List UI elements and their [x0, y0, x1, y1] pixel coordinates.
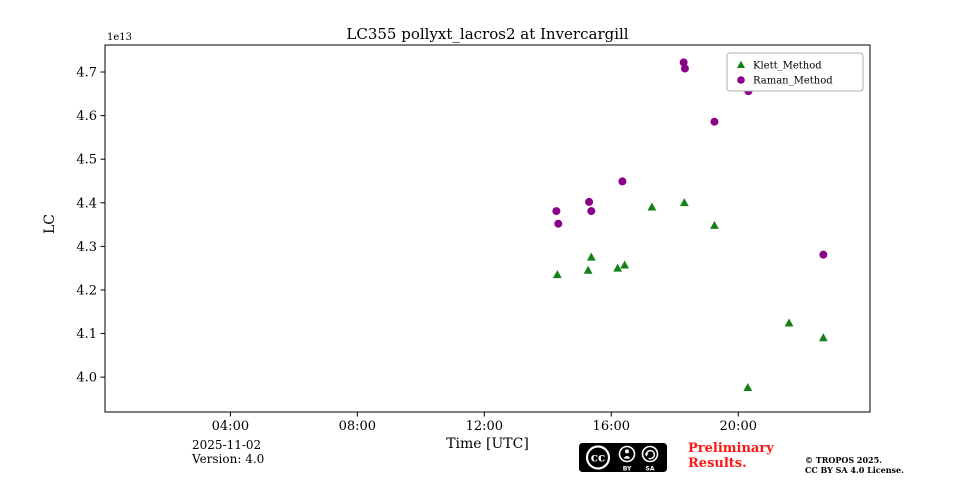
data-point [680, 64, 689, 73]
data-point [587, 207, 596, 216]
by-label: BY [623, 466, 632, 473]
y-tick-label: 4.0 [76, 371, 97, 386]
chart-title: LC355 pollyxt_lacros2 at Invercargill [346, 25, 629, 43]
data-point [586, 252, 596, 261]
by-person-icon [618, 445, 636, 463]
sa-arrow-icon [641, 445, 659, 463]
y-axis-offset-text: 1e13 [107, 32, 133, 43]
license-line1: © TROPOS 2025. [805, 455, 882, 465]
data-point [819, 250, 828, 259]
license-line2: CC BY SA 4.0 License. [805, 465, 904, 475]
x-tick-label: 04:00 [212, 419, 249, 434]
data-point [710, 220, 719, 229]
x-tick-label: 20:00 [720, 419, 757, 434]
y-tick-label: 4.3 [76, 240, 97, 255]
data-point [647, 202, 657, 211]
data-point [583, 265, 593, 274]
cc-license-badge: cc BY SA [578, 442, 668, 473]
legend-label: Klett_Method [753, 61, 822, 72]
footer-version: Version: 4.0 [192, 452, 265, 466]
data-point [613, 263, 623, 272]
data-point [620, 260, 630, 269]
x-tick-label: 08:00 [339, 419, 376, 434]
cc-badge-background [578, 442, 668, 473]
data-point [552, 270, 562, 279]
data-point [710, 117, 719, 126]
plot-border [104, 44, 871, 413]
legend-marker [737, 60, 745, 68]
y-tick-label: 4.1 [76, 327, 97, 342]
preliminary-line1: Preliminary [688, 441, 774, 456]
x-axis-label: Time [UTC] [446, 436, 529, 452]
data-point [618, 177, 627, 186]
y-tick-label: 4.7 [76, 66, 97, 81]
data-point [585, 197, 594, 206]
sa-label: SA [646, 466, 655, 473]
data-point [679, 58, 688, 67]
y-tick-label: 4.6 [76, 109, 97, 124]
data-point [552, 207, 561, 216]
x-tick-label: 12:00 [466, 419, 503, 434]
data-point [784, 318, 794, 327]
x-tick-label: 16:00 [593, 419, 630, 434]
data-point [679, 198, 689, 207]
footer-date: 2025-11-02 [192, 438, 262, 452]
legend-label: Raman_Method [753, 76, 833, 87]
cc-icon-letters: cc [591, 451, 606, 465]
preliminary-note: Preliminary Results. [688, 441, 774, 471]
preliminary-line2: Results. [688, 456, 747, 471]
data-point [554, 219, 563, 228]
data-point [818, 333, 828, 342]
legend-marker [737, 76, 745, 84]
footer-meta: 2025-11-02 Version: 4.0 [192, 438, 264, 466]
cc-icon: cc [585, 445, 611, 470]
legend-box [726, 52, 864, 92]
y-tick-label: 4.4 [76, 196, 97, 211]
license-note: © TROPOS 2025. CC BY SA 4.0 License. [805, 455, 904, 475]
y-tick-label: 4.2 [76, 283, 97, 298]
data-point [743, 382, 753, 391]
y-tick-label: 4.5 [76, 153, 97, 168]
